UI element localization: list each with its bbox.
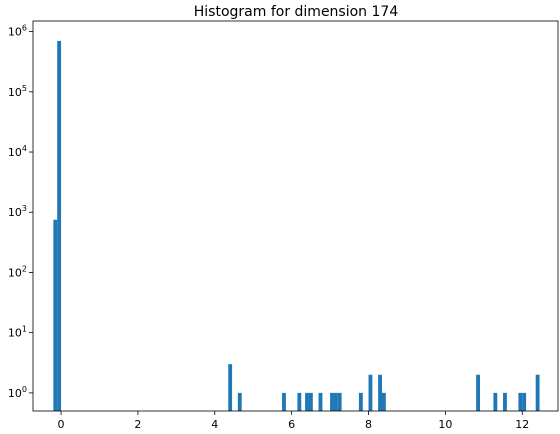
histogram-bar	[368, 374, 373, 411]
x-tick-label: 8	[365, 418, 372, 431]
histogram-bar	[493, 392, 498, 411]
histogram-bar	[333, 392, 338, 411]
histogram-bar	[53, 219, 58, 411]
histogram-bar	[57, 40, 62, 411]
plot-frame	[32, 20, 559, 412]
x-axis-ticks: 0 2 4 6 8 10 12	[58, 411, 529, 431]
histogram-bar	[476, 374, 480, 411]
histogram-bar	[522, 392, 527, 411]
y-tick-label: 103	[8, 204, 27, 219]
histogram-bar	[318, 392, 323, 411]
histogram-bar	[305, 392, 309, 411]
y-axis-ticks: 100 101 102 103 104 105 106	[8, 24, 33, 400]
histogram-bar	[282, 392, 286, 411]
histogram-bar	[308, 392, 313, 411]
y-tick-label: 100	[8, 385, 27, 400]
x-tick-label: 0	[58, 418, 65, 431]
histogram-bar	[503, 392, 507, 411]
y-tick-label: 102	[8, 264, 27, 279]
x-tick-label: 6	[288, 418, 295, 431]
x-tick-label: 4	[211, 418, 218, 431]
histogram-bar	[297, 392, 302, 411]
histogram-bar	[378, 374, 382, 411]
y-tick-label: 105	[8, 84, 27, 99]
histogram-bar	[518, 392, 523, 411]
x-tick-label: 2	[134, 418, 141, 431]
y-tick-label: 101	[8, 325, 27, 340]
histogram-bar	[330, 392, 334, 411]
histogram-bar	[535, 374, 540, 411]
y-tick-label: 104	[8, 144, 27, 159]
y-tick-label: 106	[8, 24, 27, 39]
bars-layer	[53, 40, 540, 411]
x-tick-label: 12	[515, 418, 529, 431]
chart-title: Histogram for dimension 174	[194, 4, 399, 20]
x-tick-label: 10	[438, 418, 452, 431]
histogram-bar	[337, 392, 342, 411]
histogram-bar	[381, 392, 386, 411]
histogram-bar	[237, 392, 242, 411]
histogram-bar	[228, 364, 233, 411]
histogram-bar	[358, 392, 363, 411]
